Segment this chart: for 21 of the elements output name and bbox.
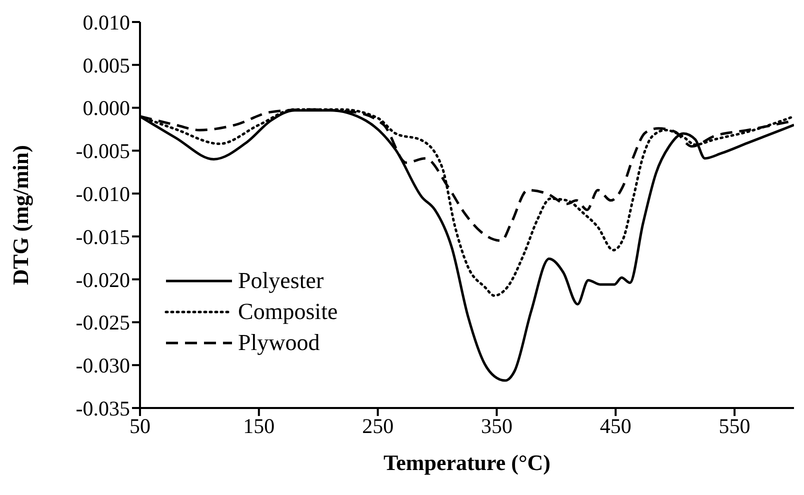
y-tick-label: 0.010 [82, 10, 130, 34]
y-axis-title: DTG (mg/min) [8, 145, 33, 285]
y-tick-label: -0.005 [76, 139, 130, 164]
legend-label: Polyester [238, 267, 324, 295]
legend-label: Plywood [238, 329, 320, 357]
x-tick-label: 450 [600, 414, 632, 438]
y-tick-label: -0.035 [76, 396, 130, 420]
x-tick-label: 50 [130, 414, 150, 438]
y-tick-label: -0.010 [76, 182, 130, 206]
x-axis-title: Temperature (°C) [383, 450, 551, 475]
legend-label: Composite [238, 298, 338, 326]
y-tick-label: 0.000 [82, 96, 130, 120]
x-tick-label: 350 [480, 414, 512, 438]
x-tick-label: 250 [362, 414, 394, 438]
y-tick-label: -0.025 [76, 310, 130, 335]
x-tick-label: 150 [243, 414, 275, 438]
y-tick-label: 0.005 [82, 53, 130, 78]
x-tick-label: 550 [718, 414, 750, 438]
y-tick-label: -0.015 [76, 224, 130, 249]
y-tick-label: -0.030 [76, 354, 130, 378]
y-tick-label: -0.020 [76, 268, 130, 292]
